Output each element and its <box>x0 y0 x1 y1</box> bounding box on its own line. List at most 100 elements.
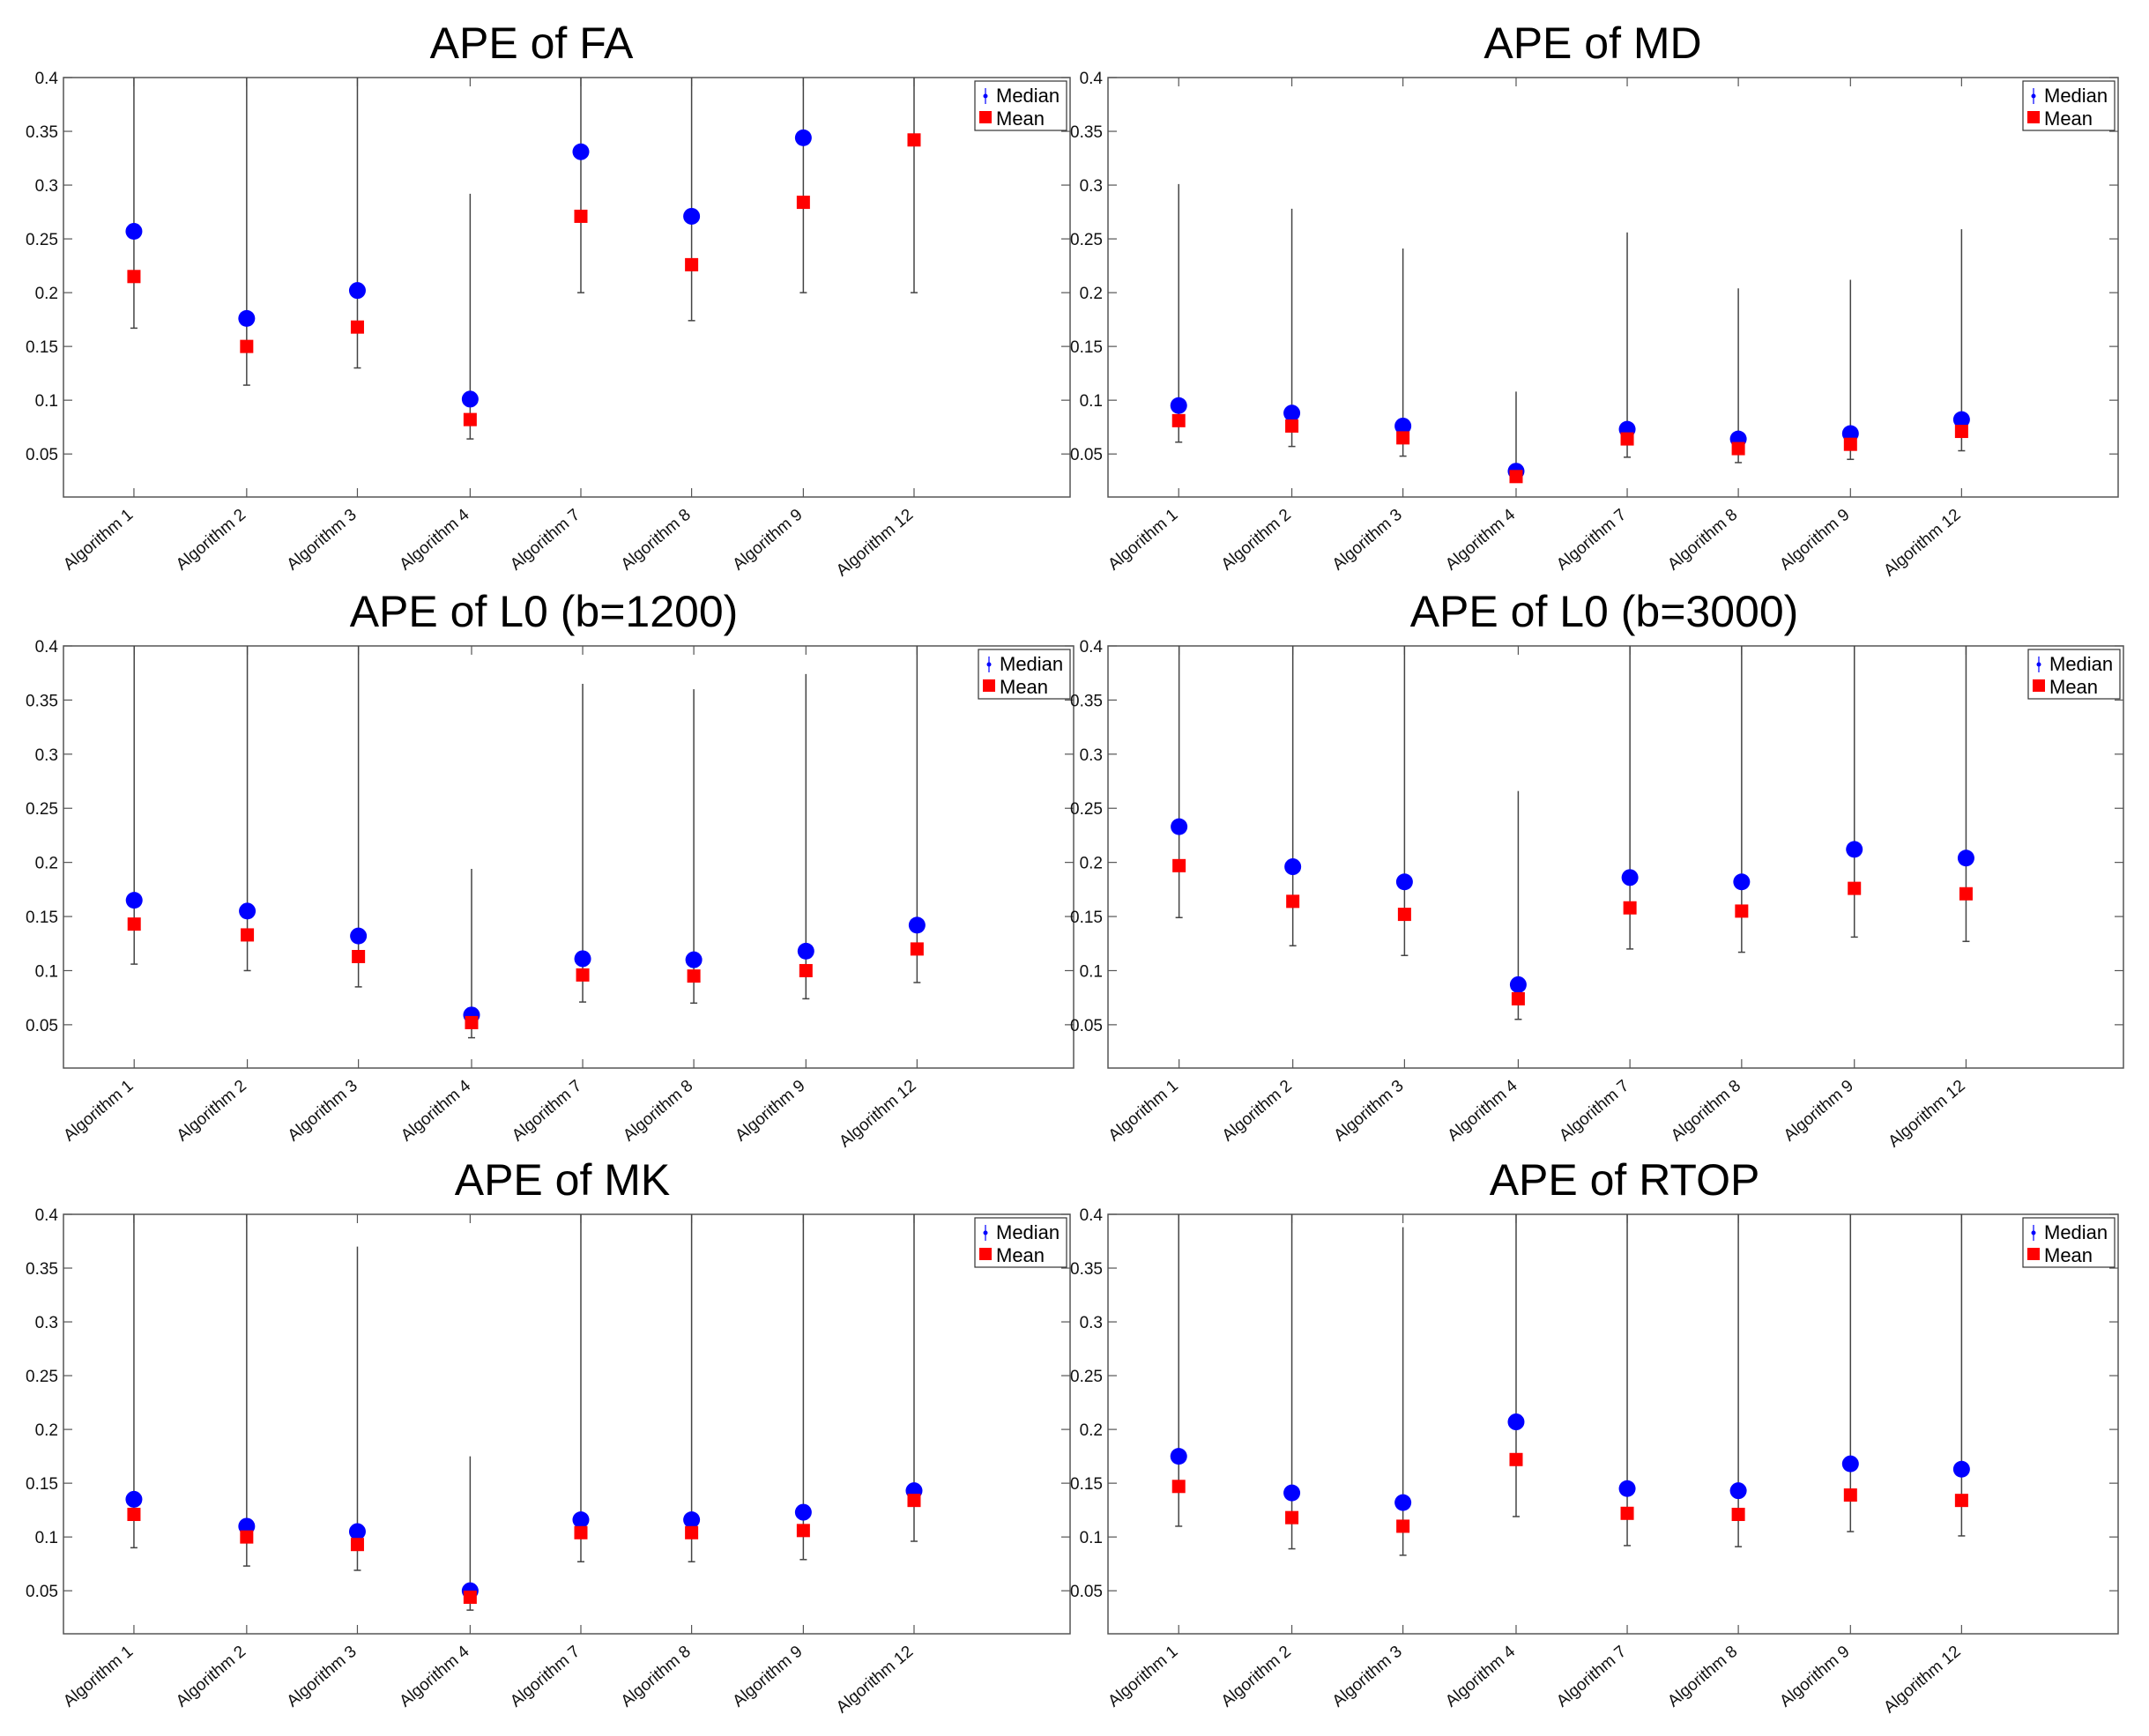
y-tick-label: 0.1 <box>1080 392 1103 411</box>
x-tick-label: Algorithm 4 <box>396 1642 472 1710</box>
median-point <box>1618 1480 1636 1497</box>
median-point <box>348 282 366 300</box>
median-point <box>1509 976 1527 993</box>
y-tick-label: 0.25 <box>1070 1368 1103 1386</box>
median-point <box>1284 858 1302 876</box>
mean-point <box>350 1538 364 1552</box>
y-tick-label: 0.05 <box>1070 1583 1103 1601</box>
median-point <box>1952 411 1970 428</box>
median-point <box>1283 1484 1301 1502</box>
median-point <box>572 1511 590 1529</box>
y-tick-label: 0.4 <box>1080 70 1104 88</box>
median-point <box>1846 841 1863 858</box>
legend-mean-marker <box>979 1248 992 1260</box>
x-tick-label: Algorithm 1 <box>1105 1077 1182 1146</box>
x-tick-label: Algorithm 2 <box>173 1643 249 1711</box>
mean-point <box>1731 1508 1745 1522</box>
mean-point <box>1843 437 1857 451</box>
mean-point <box>1843 1488 1857 1502</box>
y-tick-label: 0.3 <box>35 746 58 765</box>
median-point <box>1957 849 1974 867</box>
y-tick-label: 0.2 <box>35 1421 58 1440</box>
median-point <box>1394 417 1412 434</box>
mean-point <box>1285 419 1299 433</box>
legend-median-dot <box>983 93 988 99</box>
y-tick-label: 0.15 <box>26 909 58 927</box>
x-tick-label: Algorithm 3 <box>284 1643 361 1711</box>
legend-mean-marker <box>983 679 995 692</box>
mean-point <box>574 209 588 223</box>
y-tick-label: 0.4 <box>1080 638 1104 657</box>
median-point <box>239 902 257 920</box>
mean-point <box>1735 904 1749 918</box>
y-tick-label: 0.1 <box>1080 962 1103 981</box>
legend-mean-marker <box>2033 679 2045 692</box>
legend-median-label: Median <box>996 85 1060 107</box>
mean-point <box>1620 432 1634 446</box>
chart-title: APE of MK <box>455 1155 671 1205</box>
y-tick-label: 0.1 <box>35 962 58 981</box>
y-tick-label: 0.3 <box>1080 746 1103 765</box>
chart-title: APE of L0 (b=3000) <box>1410 587 1799 636</box>
mean-point <box>463 412 477 427</box>
median-point <box>683 1511 701 1529</box>
mean-point <box>907 1494 921 1508</box>
mean-point <box>907 133 921 147</box>
y-tick-label: 0.35 <box>1070 1260 1103 1279</box>
mean-point <box>687 969 701 983</box>
x-tick-label: Algorithm 7 <box>1556 1077 1632 1146</box>
y-tick-label: 0.15 <box>1070 338 1103 357</box>
x-tick-label: Algorithm 1 <box>1104 1643 1181 1711</box>
x-tick-label: Algorithm 7 <box>509 1077 585 1146</box>
x-tick-label: Algorithm 9 <box>1776 506 1853 575</box>
y-tick-label: 0.4 <box>35 638 59 657</box>
mean-point <box>352 949 366 963</box>
x-tick-label: Algorithm 1 <box>60 506 137 575</box>
mean-point <box>799 963 813 977</box>
x-tick-label: Algorithm 4 <box>398 1076 474 1145</box>
legend-median-dot <box>986 662 992 667</box>
chart-title: APE of RTOP <box>1490 1155 1760 1205</box>
x-tick-label: Algorithm 9 <box>1781 1077 1857 1146</box>
median-point <box>1729 1482 1747 1500</box>
median-point <box>685 951 703 968</box>
y-tick-label: 0.25 <box>26 1368 58 1386</box>
y-tick-label: 0.4 <box>35 1206 59 1225</box>
y-tick-label: 0.1 <box>35 1529 58 1547</box>
mean-point <box>1509 470 1523 484</box>
y-tick-label: 0.3 <box>35 177 58 196</box>
x-tick-label: Algorithm 12 <box>833 506 917 581</box>
x-tick-label: Algorithm 2 <box>1219 1077 1296 1146</box>
mean-point <box>241 928 255 942</box>
median-point <box>1952 1460 1970 1478</box>
x-tick-label: Algorithm 9 <box>1776 1643 1853 1711</box>
y-tick-label: 0.35 <box>26 123 58 142</box>
mean-point <box>685 257 699 271</box>
mean-point <box>1396 1519 1410 1533</box>
chart-title: APE of FA <box>430 19 634 68</box>
legend-median-label: Median <box>2044 1221 2108 1243</box>
y-tick-label: 0.25 <box>1070 231 1103 249</box>
mean-point <box>240 339 254 353</box>
legend-mean-label: Mean <box>2044 108 2093 130</box>
mean-point <box>350 320 364 334</box>
x-tick-label: Algorithm 3 <box>1329 506 1406 575</box>
median-point <box>797 942 814 960</box>
median-point <box>574 950 591 968</box>
y-tick-label: 0.2 <box>35 285 58 303</box>
y-tick-label: 0.3 <box>35 1314 58 1332</box>
y-tick-label: 0.35 <box>1070 692 1103 710</box>
mean-point <box>1954 425 1968 439</box>
chart-panel-1: APE of FA 0.05 0.1 0.15 0.2 0.25 0.3 0.35 0.4 Alg… <box>26 19 1071 581</box>
y-tick-label: 0.4 <box>35 70 59 88</box>
plot-frame <box>1107 77 2119 498</box>
median-point <box>348 1523 366 1540</box>
mean-point <box>1171 413 1186 427</box>
mean-point <box>1171 1480 1186 1494</box>
median-point <box>461 390 479 408</box>
y-tick-label: 0.15 <box>26 1475 58 1494</box>
